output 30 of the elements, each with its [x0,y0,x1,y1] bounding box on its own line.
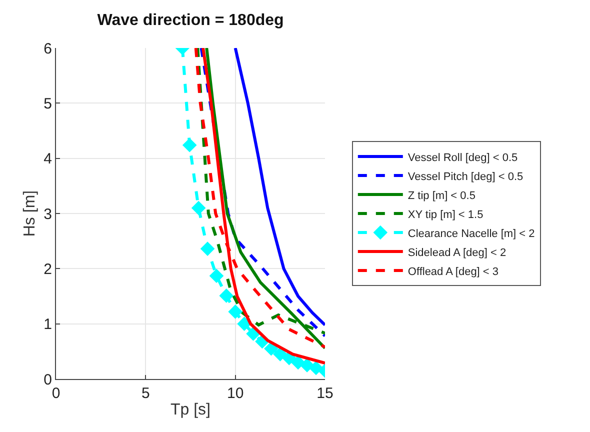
legend-label: XY tip [m] < 1.5 [408,208,484,221]
x-axis-title: Tp [s] [170,402,211,419]
point [237,316,252,331]
y-axis-title: Hs [m] [22,190,39,237]
y-tick-label: 4 [44,150,52,168]
point [191,200,206,216]
y-tick-label: 5 [44,95,52,112]
x-tick-label: 15 [316,385,334,402]
y-tick-label: 0 [44,371,52,388]
legend-label: Vessel Roll [deg] < 0.5 [408,152,518,164]
point [219,288,234,303]
x-tick-label: 5 [142,385,150,402]
point [209,268,224,283]
point [308,360,324,376]
legend-label: Sidelead A [deg] < 2 [408,246,506,259]
point [264,342,278,356]
legend-label: Offlead A [deg] < 3 [408,266,499,278]
legend-label: Vessel Pitch [deg] < 0.5 [408,170,524,183]
point [228,304,242,319]
legend-label: Z tip [m] < 0.5 [408,190,476,202]
chart-title: Wave direction = 180deg [97,12,284,30]
y-tick-label: 6 [44,40,52,58]
y-tick-label: 1 [44,316,52,334]
point [200,242,215,256]
point [182,138,197,152]
legend-label: Clearance Nacelle [m] < 2 [408,228,535,240]
x-tick-label: 10 [226,385,244,402]
line-series [234,48,325,326]
y-tick-label: 2 [44,260,52,278]
y-tick-label: 3 [44,206,52,223]
